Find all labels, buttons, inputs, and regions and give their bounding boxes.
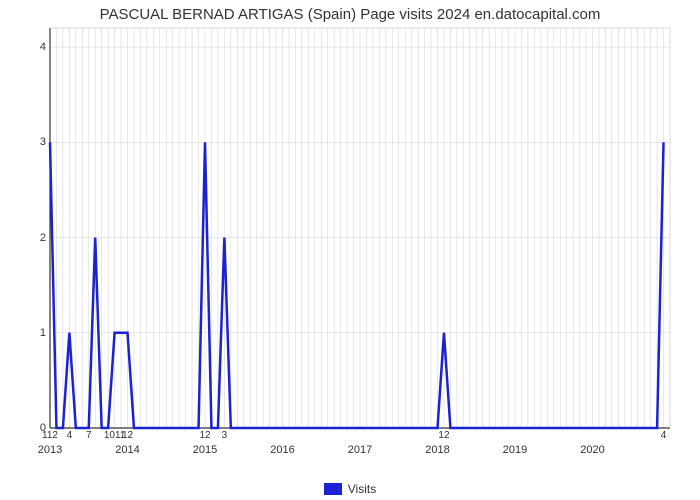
legend-swatch bbox=[324, 483, 342, 495]
x-year-label: 2013 bbox=[38, 444, 62, 456]
x-year-label: 2018 bbox=[425, 444, 449, 456]
chart-title: PASCUAL BERNAD ARTIGAS (Spain) Page visi… bbox=[0, 6, 700, 23]
x-year-label: 2019 bbox=[503, 444, 527, 456]
legend: Visits bbox=[0, 482, 700, 496]
y-tick-label: 2 bbox=[32, 232, 46, 244]
data-point-label: 4 bbox=[661, 430, 667, 441]
data-point-label: 7 bbox=[86, 430, 92, 441]
x-year-label: 2014 bbox=[115, 444, 139, 456]
data-point-label: 12 bbox=[199, 430, 210, 441]
data-point-label: 112 bbox=[42, 430, 58, 441]
chart-svg bbox=[50, 28, 670, 428]
legend-label: Visits bbox=[348, 482, 376, 496]
y-tick-label: 3 bbox=[32, 136, 46, 148]
x-year-label: 2020 bbox=[580, 444, 604, 456]
x-year-label: 2017 bbox=[348, 444, 372, 456]
y-tick-label: 1 bbox=[32, 327, 46, 339]
chart-container: PASCUAL BERNAD ARTIGAS (Spain) Page visi… bbox=[0, 0, 700, 500]
data-point-label: 3 bbox=[222, 430, 228, 441]
x-year-label: 2016 bbox=[270, 444, 294, 456]
x-year-label: 2015 bbox=[193, 444, 217, 456]
plot-area bbox=[50, 28, 670, 428]
y-tick-label: 4 bbox=[32, 41, 46, 53]
data-point-label: 12 bbox=[438, 430, 449, 441]
data-point-label: 4 bbox=[67, 430, 73, 441]
data-point-label: 12 bbox=[122, 430, 133, 441]
